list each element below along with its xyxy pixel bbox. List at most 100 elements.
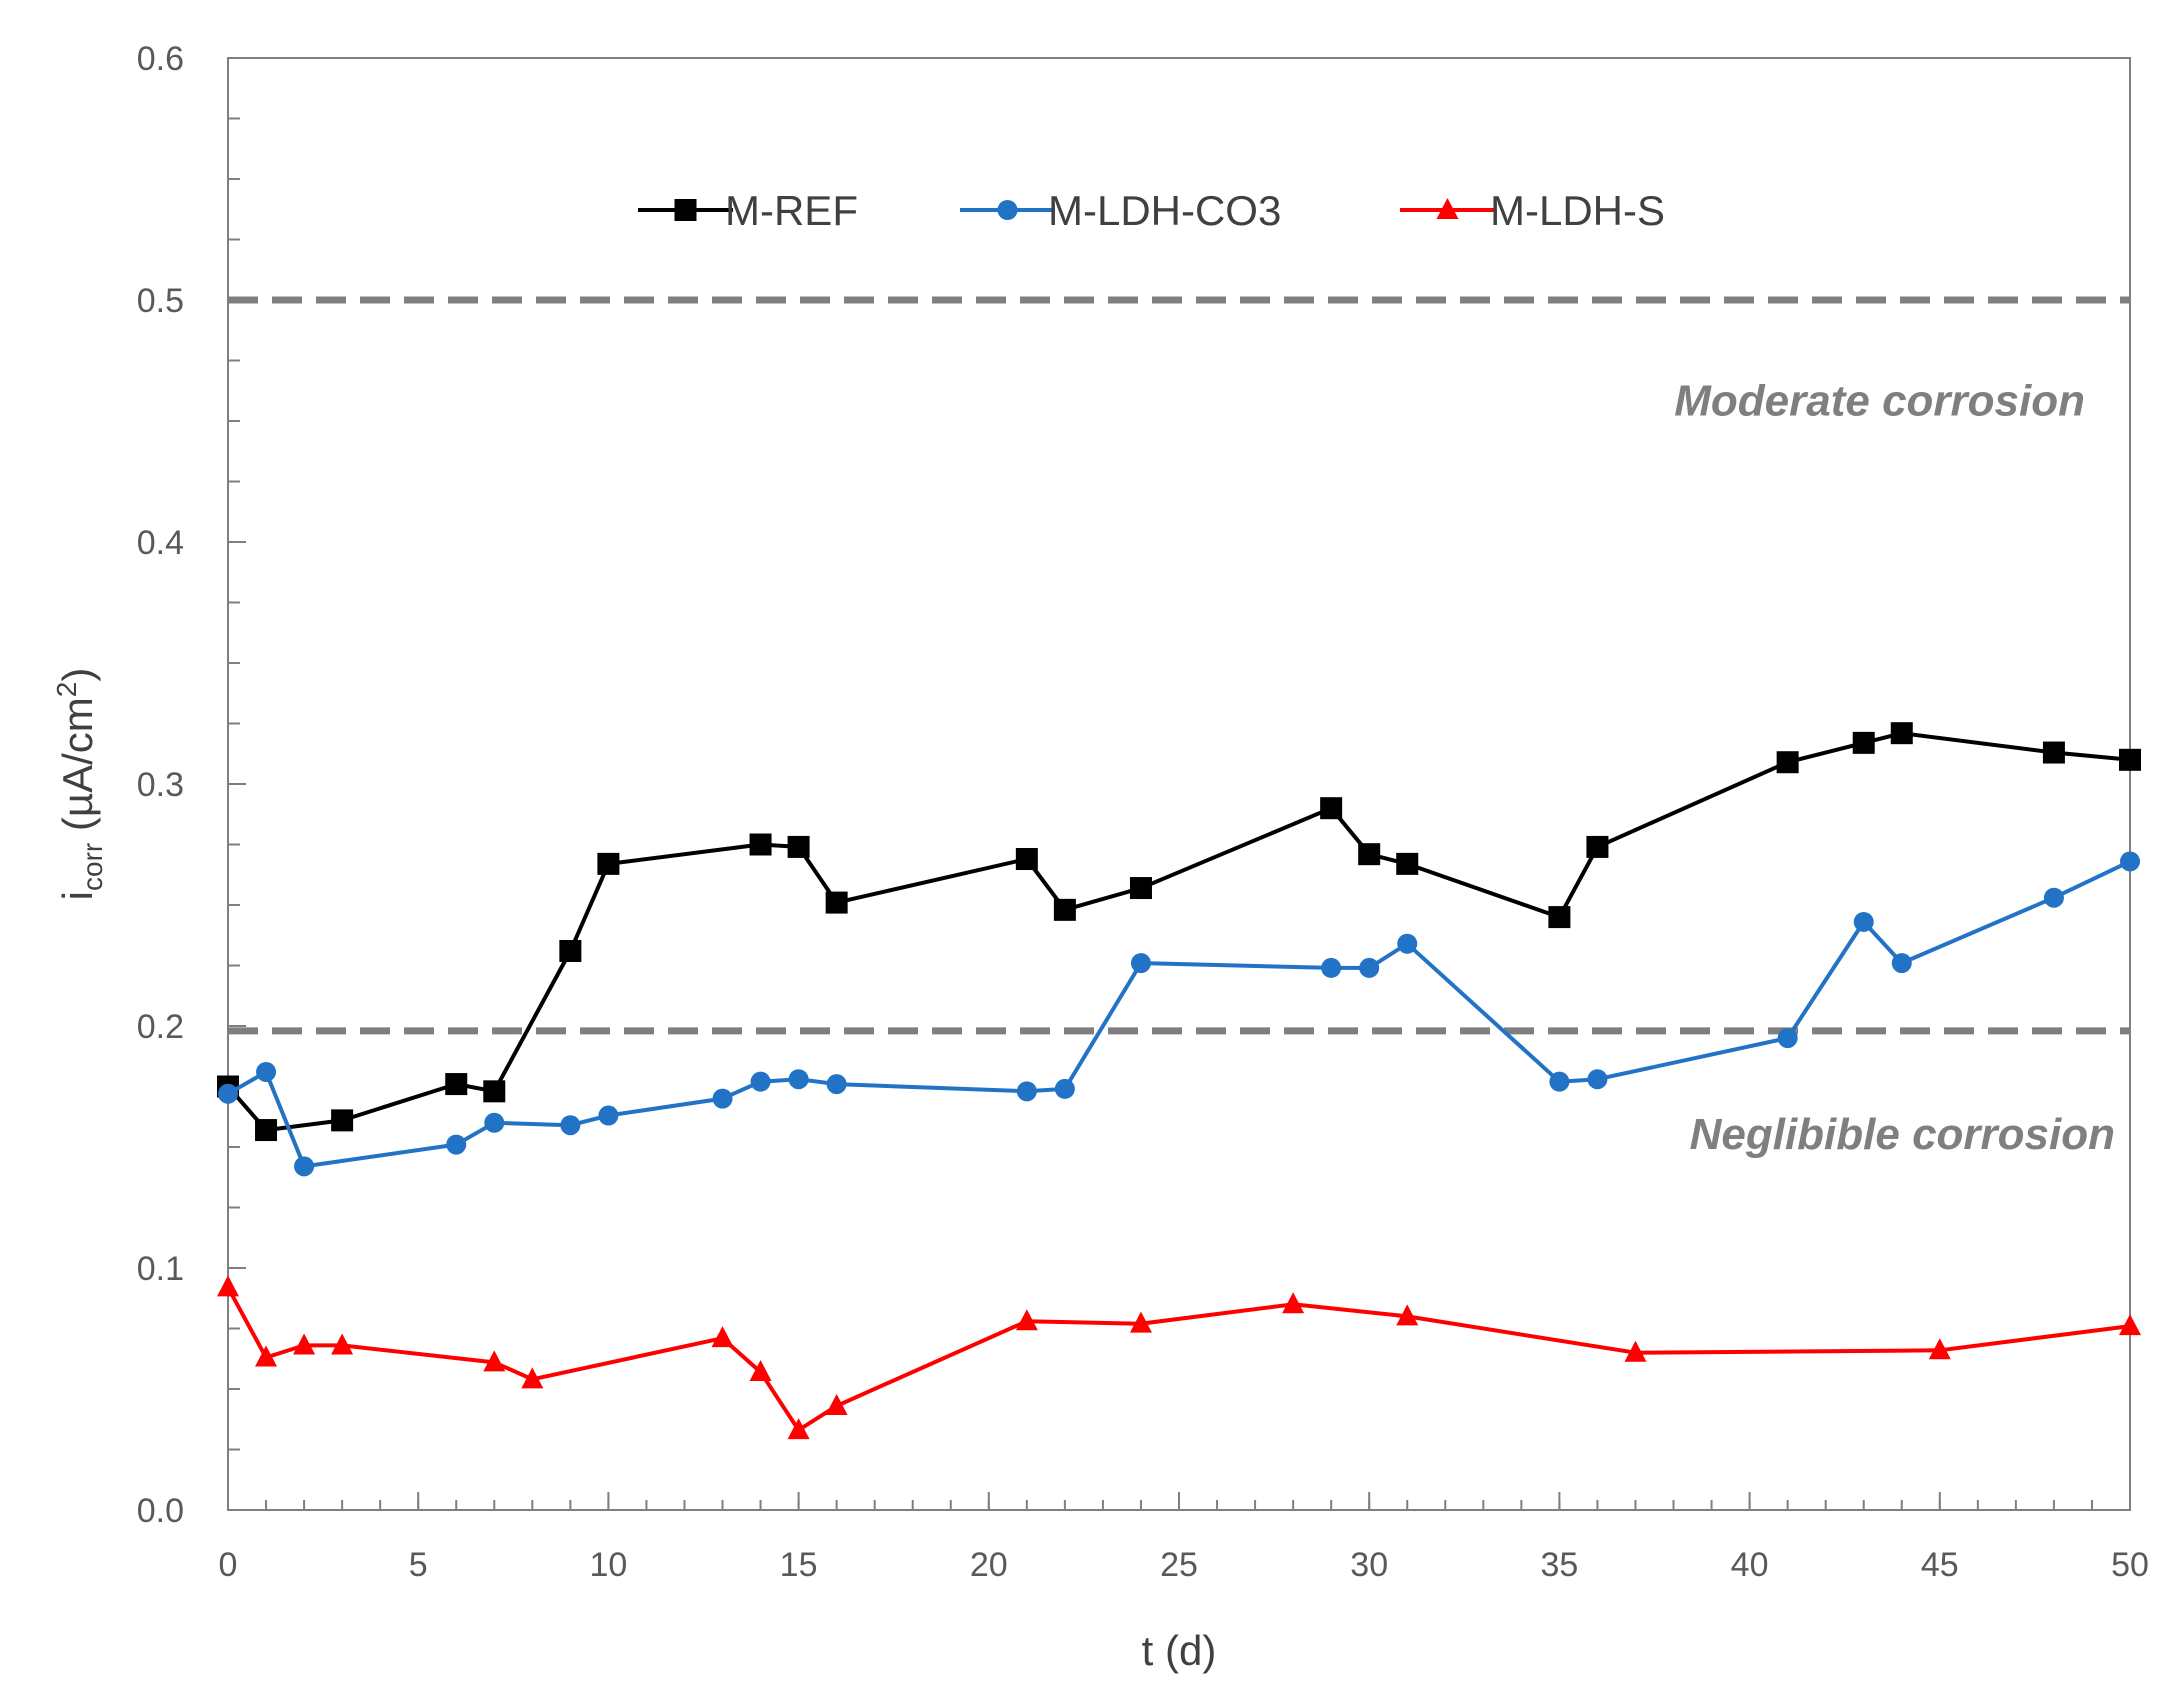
data-point: [2120, 851, 2140, 872]
series-layer: [217, 722, 2141, 1440]
y-tick-label: 0.4: [137, 524, 184, 562]
data-point: [559, 939, 582, 962]
data-point: [1776, 751, 1799, 774]
data-point: [711, 1326, 734, 1348]
data-point: [1016, 1081, 1037, 1102]
x-tick-label: 50: [2111, 1546, 2149, 1584]
y-axis-title-suffix: (µA/cm: [54, 697, 101, 843]
x-tick-label: 45: [1921, 1546, 1959, 1584]
data-point: [1053, 898, 1076, 921]
data-point: [597, 852, 620, 875]
series-line: [226, 1286, 2131, 1433]
data-point: [1586, 835, 1609, 858]
data-point: [2043, 887, 2064, 908]
data-point: [1321, 957, 1342, 978]
x-axis-title: t (d): [1142, 1627, 1217, 1674]
data-point: [217, 1275, 239, 1297]
data-point: [749, 833, 772, 856]
data-point: [825, 1393, 848, 1415]
data-point: [331, 1109, 354, 1132]
data-point: [255, 1345, 278, 1367]
data-point: [2119, 1314, 2141, 1336]
legend: M-REF M-LDH-CO3 M-LDH-S: [638, 187, 1665, 234]
y-axis-title-close: ): [54, 668, 101, 682]
y-axis: 0.0 0.1 0.2 0.3 0.4 0.5 0.6: [137, 40, 246, 1530]
x-axis: 0 5 10 15 20 25 30 35 40 45 50: [219, 1492, 2149, 1584]
data-point: [826, 1074, 847, 1095]
data-point: [483, 1080, 506, 1103]
moderate-corrosion-label: Moderate corrosion: [1674, 377, 2085, 426]
series-M-LDH-S: [217, 1275, 2141, 1440]
data-point: [1548, 906, 1571, 929]
data-point: [1624, 1340, 1647, 1362]
legend-marker: [674, 199, 697, 221]
x-tick-label: 0: [219, 1546, 238, 1584]
data-point: [825, 891, 848, 914]
data-point: [1890, 722, 1913, 745]
legend-marker: [997, 200, 1018, 220]
data-point: [2042, 741, 2065, 764]
data-point: [1130, 953, 1151, 974]
data-point: [1777, 1028, 1798, 1049]
data-point: [1397, 933, 1418, 954]
legend-label: M-LDH-S: [1490, 187, 1665, 234]
data-point: [294, 1156, 315, 1177]
data-point: [1320, 797, 1343, 820]
legend-item-M-LDH-S: M-LDH-S: [1400, 187, 1665, 234]
data-point: [484, 1112, 505, 1133]
data-point: [255, 1119, 278, 1142]
x-tick-label: 15: [780, 1546, 818, 1584]
y-tick-label: 0.0: [137, 1492, 184, 1530]
legend-marker: [1436, 198, 1459, 219]
data-point: [1282, 1292, 1305, 1314]
data-point: [712, 1088, 733, 1109]
data-point: [1928, 1338, 1951, 1360]
x-tick-label: 10: [589, 1546, 627, 1584]
legend-label: M-REF: [725, 187, 858, 234]
series-line: [226, 731, 2131, 1133]
y-tick-label: 0.3: [137, 766, 184, 804]
data-point: [788, 1069, 809, 1090]
data-point: [1549, 1071, 1570, 1092]
series-M-REF: [217, 722, 2141, 1142]
data-point: [1852, 731, 1875, 754]
data-point: [750, 1071, 771, 1092]
y-axis-title: icorr (µA/cm2): [51, 668, 108, 901]
data-point: [256, 1061, 277, 1082]
data-point: [1129, 877, 1152, 900]
y-axis-title-superscript: 2: [51, 682, 82, 698]
neglibible-corrosion-label: Neglibible corrosion: [1690, 1110, 2115, 1159]
y-tick-label: 0.1: [137, 1250, 184, 1288]
data-point: [560, 1115, 581, 1136]
data-point: [1396, 852, 1419, 875]
x-tick-label: 25: [1160, 1546, 1198, 1584]
x-tick-label: 40: [1731, 1546, 1769, 1584]
y-axis-title-prefix: i: [54, 891, 101, 900]
plot-frame: [227, 57, 2131, 1511]
data-point: [446, 1134, 467, 1155]
data-point: [598, 1105, 619, 1126]
data-point: [1358, 843, 1381, 866]
reference-lines: [228, 296, 2130, 1035]
x-tick-label: 35: [1540, 1546, 1578, 1584]
legend-item-M-LDH-CO3: M-LDH-CO3: [960, 187, 1281, 234]
x-tick-label: 30: [1350, 1546, 1388, 1584]
data-point: [1359, 957, 1380, 978]
data-point: [1015, 848, 1038, 871]
data-point: [445, 1073, 468, 1096]
data-point: [787, 1418, 810, 1440]
x-tick-label: 20: [970, 1546, 1008, 1584]
data-point: [1129, 1311, 1152, 1333]
data-point: [293, 1333, 316, 1355]
y-axis-title-subscript: corr: [77, 843, 108, 891]
series-M-LDH-CO3: [218, 851, 2140, 1177]
x-tick-label: 5: [409, 1546, 428, 1584]
data-point: [331, 1333, 354, 1355]
y-tick-label: 0.6: [137, 40, 184, 78]
data-point: [1853, 911, 1874, 932]
legend-item-M-REF: M-REF: [638, 187, 858, 234]
data-point: [749, 1360, 772, 1382]
data-point: [483, 1350, 506, 1372]
data-point: [521, 1367, 544, 1389]
